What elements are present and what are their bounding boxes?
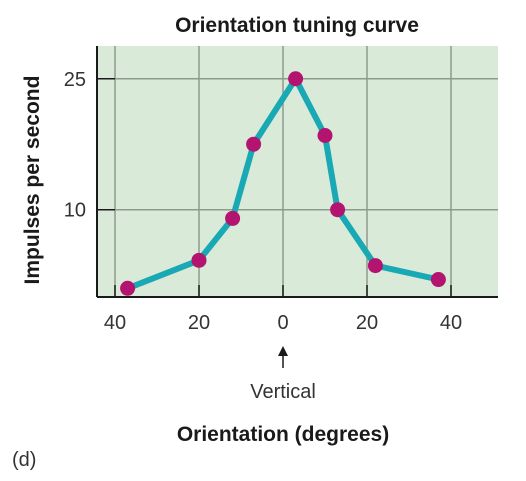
data-point — [288, 71, 304, 87]
y-tick-label: 25 — [64, 69, 86, 91]
data-series — [120, 71, 446, 296]
x-tick-label: 40 — [104, 312, 126, 334]
x-tick-label: 20 — [188, 312, 210, 334]
data-point — [225, 210, 241, 226]
chart-title: Orientation tuning curve — [175, 14, 419, 37]
y-axis-label: Impulses per second — [21, 76, 44, 285]
panel-label: (d) — [12, 449, 36, 471]
vertical-annotation: Vertical — [250, 381, 316, 403]
data-point — [246, 136, 262, 152]
data-point — [367, 258, 383, 274]
data-point — [330, 202, 346, 218]
tick-labels: 40 20 0 20 40 10 25 — [64, 69, 462, 334]
grid-lines — [97, 46, 498, 297]
x-tick-label: 0 — [277, 312, 288, 334]
data-point — [317, 127, 333, 143]
x-tick-label: 40 — [440, 312, 462, 334]
data-point — [191, 252, 207, 268]
x-axis-label: Orientation (degrees) — [177, 423, 389, 446]
y-tick-label: 10 — [64, 200, 86, 222]
data-point — [430, 272, 446, 288]
data-point — [120, 280, 136, 296]
axes — [96, 46, 498, 298]
x-tick-label: 20 — [356, 312, 378, 334]
vertical-arrow — [278, 346, 288, 368]
